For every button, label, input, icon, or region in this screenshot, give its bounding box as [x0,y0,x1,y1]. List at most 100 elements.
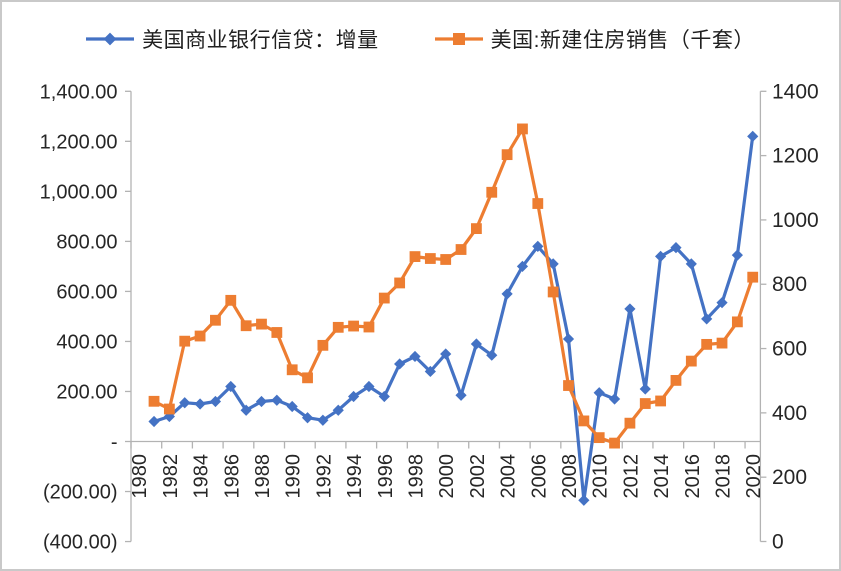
data-point-square [440,254,452,265]
data-point-square [286,364,298,376]
data-point-diamond [271,394,283,406]
x-axis-year-label: 1982 [160,454,182,499]
data-point-diamond [701,313,713,325]
data-point-diamond [639,383,651,395]
data-point-diamond [378,390,390,403]
square-marker-icon [452,33,465,45]
data-point-diamond [255,395,268,408]
data-point-diamond [685,258,697,270]
data-point-diamond [624,303,636,315]
data-point-square [194,330,206,342]
data-point-diamond [424,365,436,378]
left-axis-tick-label: 800.00 [56,231,117,253]
data-point-square [563,380,574,391]
data-point-square [455,244,467,255]
data-point-square [332,321,344,333]
x-axis-year-label: 2012 [620,454,642,499]
data-point-diamond [516,260,529,272]
x-axis-year-label: 2010 [590,454,612,499]
diamond-marker-icon [103,32,117,46]
data-point-square [394,277,406,289]
data-point-diamond [409,350,421,363]
data-point-square [240,320,252,332]
legend-item-bank-credit: 美国商业银行信贷：增量 [86,24,379,54]
data-point-square [210,314,221,326]
x-axis-year-label: 1998 [405,454,427,499]
x-axis-year-label: 2016 [682,454,704,499]
x-axis-year-label: 1980 [129,454,151,499]
left-axis-tick-label: - [111,432,118,454]
data-point-diamond [562,333,575,345]
data-point-square [348,320,359,332]
data-point-diamond [501,288,513,300]
left-axis-tick-label: (400.00) [43,532,118,554]
data-point-square [701,338,713,350]
data-point-square [486,186,498,198]
data-point-diamond [747,130,759,142]
x-axis-year-label: 1994 [344,454,366,499]
left-axis-tick-label: 1,200.00 [40,131,118,153]
data-point-diamond [332,404,344,416]
data-point-square [409,251,421,262]
data-point-diamond [194,398,206,410]
left-axis-tick-label: 1,000.00 [40,181,118,203]
data-point-square [163,403,175,415]
data-point-diamond [440,348,452,360]
right-axis-tick-label: 0 [772,531,784,554]
x-axis-year-label: 2008 [559,454,581,499]
x-axis-year-label: 2002 [467,454,489,499]
legend-line-diamond-swatch [86,32,135,46]
right-axis-tick-label: 1200 [772,145,819,168]
data-point-diamond [209,395,222,408]
x-axis-year-label: 2018 [713,454,735,499]
left-axis-tick-label: (200.00) [43,482,118,504]
left-axis-tick-label: 1,400.00 [40,81,118,103]
data-point-diamond [148,415,160,428]
data-point-diamond [347,390,360,403]
x-axis-year-label: 1996 [375,454,397,499]
chart-legend: 美国商业银行信贷：增量 美国:新建住房销售（千套） [2,24,839,54]
x-axis-year-label: 1986 [221,454,243,499]
right-axis-tick-label: 400 [772,402,807,425]
left-axis-tick-label: 200.00 [56,381,117,403]
x-axis-year-label: 1984 [191,454,213,499]
data-point-diamond [655,250,667,262]
data-point-square [716,337,728,349]
data-point-square [747,271,759,283]
data-point-square [578,415,590,427]
data-point-square [609,437,620,449]
data-point-diamond [578,494,590,506]
data-point-square [501,149,513,161]
data-point-diamond [225,380,237,393]
data-point-diamond [240,404,252,416]
data-point-square [256,318,267,330]
data-point-diamond [455,389,467,401]
data-point-diamond [394,358,406,370]
data-point-diamond [179,397,191,409]
data-point-diamond [532,240,544,252]
legend-label: 美国:新建住房销售（千套） [490,29,755,52]
data-point-diamond [486,349,498,361]
data-point-square [471,223,482,235]
data-point-square [731,316,743,328]
data-point-square [225,294,237,306]
data-point-diamond [731,249,743,261]
data-point-square [593,432,605,444]
x-axis-year-label: 2006 [528,454,550,499]
data-point-square [532,198,544,209]
data-point-square [424,253,436,264]
x-axis-year-label: 2014 [651,454,673,499]
x-axis-year-label: 1992 [313,454,335,499]
series-line-home-sales [153,127,755,445]
legend-line-square-swatch [434,33,483,45]
data-point-diamond [470,338,483,350]
data-point-square [179,335,191,347]
left-axis-tick-label: 600.00 [56,281,117,303]
data-point-diamond [670,242,682,254]
data-point-diamond [593,387,605,399]
data-point-square [378,292,390,304]
x-axis-year-label: 1990 [283,454,305,499]
data-point-square [639,398,651,409]
